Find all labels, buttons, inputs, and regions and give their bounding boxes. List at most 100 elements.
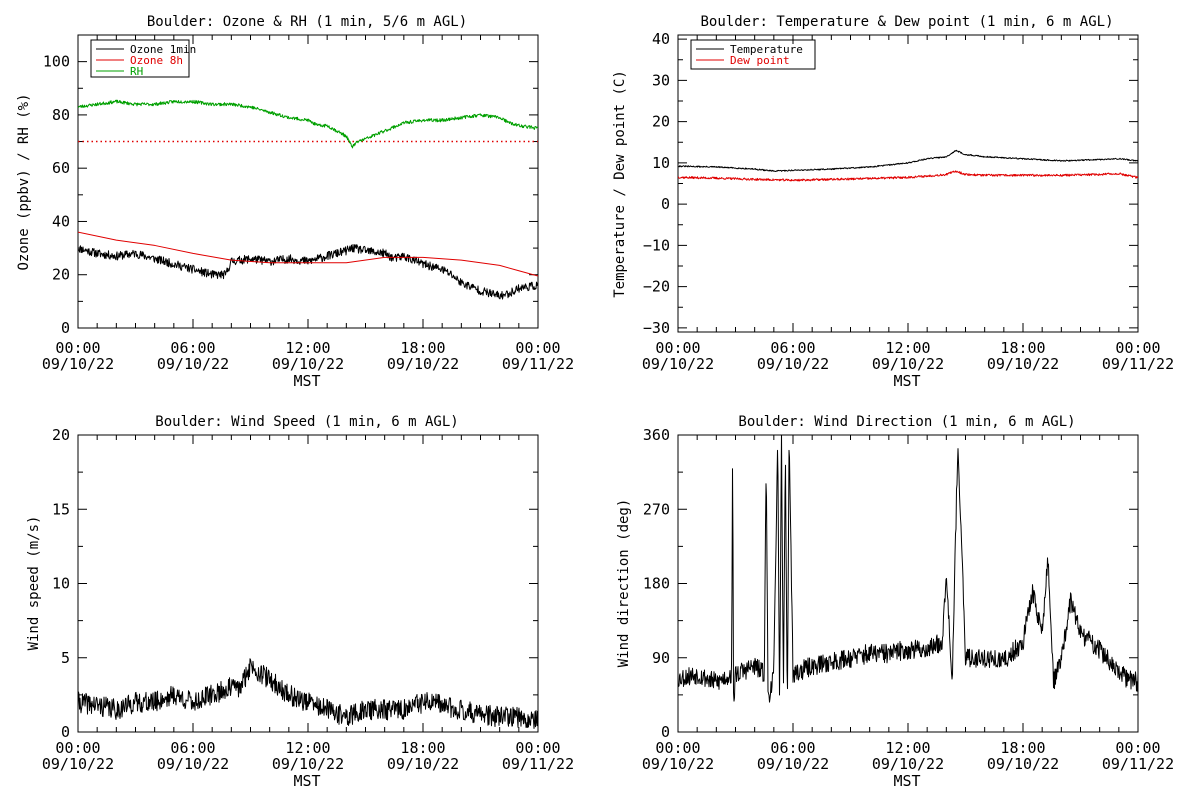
y-axis-label: Temperature / Dew point (C) — [612, 70, 628, 298]
y-tick-label: 90 — [652, 649, 670, 667]
wind-direction-chart: Boulder: Wind Direction (1 min, 6 m AGL)… — [616, 414, 1174, 790]
chart-title: Boulder: Ozone & RH (1 min, 5/6 m AGL) — [147, 14, 467, 30]
plot-data — [678, 435, 1138, 703]
y-tick-label: 40 — [652, 30, 670, 48]
x-axis-label: MST — [893, 372, 920, 390]
y-tick-label: 5 — [61, 649, 70, 667]
y-tick-label: 20 — [52, 426, 70, 444]
y-axis-label: Ozone (ppbv) / RH (%) — [16, 93, 32, 270]
y-tick-label: 100 — [43, 53, 70, 71]
x-tick-label-date: 09/10/22 — [872, 355, 944, 373]
series-line-wind-direction — [678, 435, 1138, 703]
x-tick-label-time: 06:00 — [170, 339, 215, 357]
x-tick-label-time: 00:00 — [1115, 339, 1160, 357]
wind-speed-chart: Boulder: Wind Speed (1 min, 6 m AGL) Win… — [26, 414, 574, 790]
x-tick-label-date: 09/10/22 — [642, 355, 714, 373]
temperature-dewpoint-chart: Boulder: Temperature & Dew point (1 min,… — [612, 14, 1174, 390]
x-tick-label-time: 18:00 — [400, 339, 445, 357]
chart-title: Boulder: Wind Direction (1 min, 6 m AGL) — [738, 414, 1075, 430]
y-axis-label: Wind direction (deg) — [616, 499, 632, 668]
y-tick-label: 60 — [52, 159, 70, 177]
x-tick-label-date: 09/10/22 — [157, 755, 229, 773]
plot-data — [78, 658, 538, 729]
x-tick-label-time: 18:00 — [1000, 739, 1045, 757]
series-line-rh — [78, 99, 538, 149]
y-tick-label: 270 — [643, 500, 670, 518]
y-tick-label: 10 — [52, 575, 70, 593]
y-tick-label: 20 — [52, 266, 70, 284]
x-tick-label-date: 09/11/22 — [502, 355, 574, 373]
x-tick-label-time: 00:00 — [515, 339, 560, 357]
x-tick-label-date: 09/11/22 — [1102, 755, 1174, 773]
x-tick-label-time: 00:00 — [1115, 739, 1160, 757]
x-tick-label-time: 18:00 — [400, 739, 445, 757]
x-tick-label-date: 09/10/22 — [757, 355, 829, 373]
x-tick-label-date: 09/10/22 — [987, 355, 1059, 373]
x-tick-label-date: 09/10/22 — [272, 755, 344, 773]
series-line-ozone-1min — [78, 243, 538, 300]
y-tick-label: 0 — [661, 723, 670, 741]
x-tick-label-time: 06:00 — [770, 739, 815, 757]
legend: Temperature Dew point — [690, 39, 816, 70]
x-tick-label-date: 09/10/22 — [157, 355, 229, 373]
plot-data — [678, 149, 1138, 182]
x-tick-label-date: 09/10/22 — [642, 755, 714, 773]
y-tick-label: −10 — [643, 236, 670, 254]
x-axis-label: MST — [293, 372, 320, 390]
x-axis-label: MST — [893, 772, 920, 790]
y-tick-label: 40 — [52, 212, 70, 230]
y-tick-label: 0 — [661, 195, 670, 213]
y-tick-label: 0 — [61, 723, 70, 741]
x-tick-label-date: 09/10/22 — [387, 355, 459, 373]
y-tick-label: 180 — [643, 575, 670, 593]
legend-entry-ozone-8h: Ozone 8h — [130, 54, 183, 67]
x-tick-label-date: 09/11/22 — [502, 755, 574, 773]
y-tick-label: 80 — [52, 106, 70, 124]
y-tick-label: 15 — [52, 500, 70, 518]
x-tick-label-time: 12:00 — [285, 739, 330, 757]
x-tick-label-time: 00:00 — [515, 739, 560, 757]
legend-entry-temperature: Temperature — [730, 43, 803, 56]
y-tick-label: 10 — [652, 154, 670, 172]
chart-title: Boulder: Wind Speed (1 min, 6 m AGL) — [155, 414, 458, 430]
legend-entry-rh: RH — [130, 65, 143, 78]
x-tick-label-time: 12:00 — [285, 339, 330, 357]
x-tick-label-date: 09/10/22 — [987, 755, 1059, 773]
series-line-ozone-8h — [78, 231, 538, 277]
x-tick-label-time: 00:00 — [655, 339, 700, 357]
legend: Ozone 1min Ozone 8h RH — [90, 39, 196, 78]
x-tick-label-date: 09/10/22 — [757, 755, 829, 773]
x-tick-label-time: 18:00 — [1000, 339, 1045, 357]
x-tick-label-date: 09/11/22 — [1102, 355, 1174, 373]
x-tick-label-date: 09/10/22 — [42, 355, 114, 373]
y-tick-label: 20 — [652, 113, 670, 131]
series-line-dew-point — [678, 170, 1138, 182]
y-axis-label: Wind speed (m/s) — [26, 516, 42, 651]
y-tick-label: 30 — [652, 71, 670, 89]
x-tick-label-date: 09/10/22 — [272, 355, 344, 373]
legend-box — [690, 39, 816, 70]
series-line-wind-speed — [78, 658, 538, 729]
legend-entry-dew-point: Dew point — [730, 54, 790, 67]
y-tick-label: −30 — [643, 319, 670, 337]
x-tick-label-time: 12:00 — [885, 339, 930, 357]
x-tick-label-time: 00:00 — [55, 739, 100, 757]
y-tick-label: 360 — [643, 426, 670, 444]
x-tick-label-date: 09/10/22 — [387, 755, 459, 773]
ozone-rh-chart: Boulder: Ozone & RH (1 min, 5/6 m AGL) O… — [16, 14, 574, 390]
x-tick-label-time: 00:00 — [55, 339, 100, 357]
y-tick-label: −20 — [643, 278, 670, 296]
x-tick-label-time: 00:00 — [655, 739, 700, 757]
series-line-temperature — [678, 149, 1138, 173]
x-tick-label-date: 09/10/22 — [872, 755, 944, 773]
legend-box — [90, 39, 190, 78]
plot-data — [78, 99, 538, 300]
x-axis-label: MST — [293, 772, 320, 790]
x-tick-label-time: 12:00 — [885, 739, 930, 757]
x-tick-label-time: 06:00 — [170, 739, 215, 757]
x-tick-label-date: 09/10/22 — [42, 755, 114, 773]
legend-entry-ozone-1min: Ozone 1min — [130, 43, 196, 56]
x-tick-label-time: 06:00 — [770, 339, 815, 357]
y-tick-label: 0 — [61, 319, 70, 337]
